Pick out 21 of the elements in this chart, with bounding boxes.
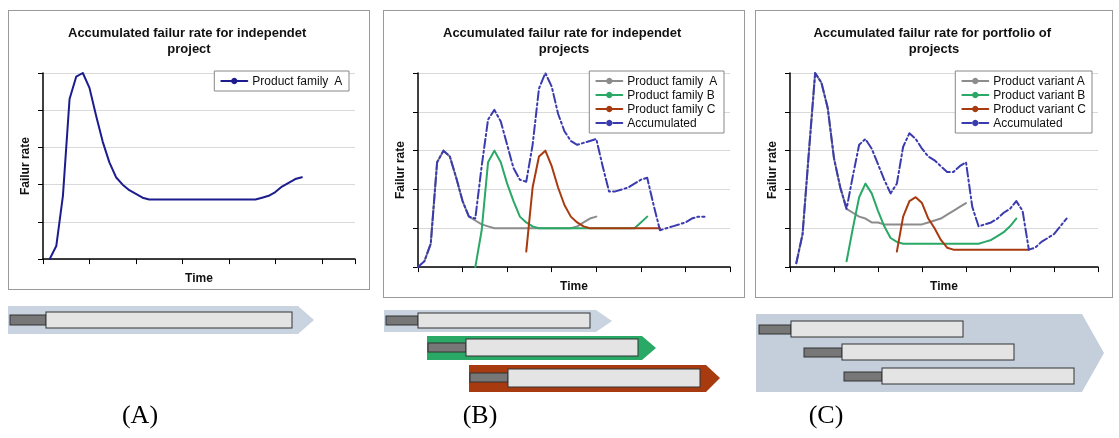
legend-label: Product family C — [627, 102, 716, 116]
legend-label: Product family A — [627, 74, 718, 88]
legend-label: Product variant A — [993, 74, 1085, 88]
x-axis-title: Time — [185, 271, 214, 285]
chart-title: Accumulated failur rate for independet project — [68, 24, 310, 56]
legend-label: Accumulated — [627, 116, 697, 130]
legend-label: Product variant B — [993, 88, 1086, 102]
y-axis-title: Failur rate — [765, 140, 779, 200]
chart-title: Accumulated failur rate for independet projects — [443, 24, 685, 56]
text: (A) — [120, 400, 160, 430]
x-axis-title: Time — [560, 279, 589, 293]
y-axis-title: Failur rate — [393, 140, 407, 200]
x-axis-title: Time — [930, 279, 959, 293]
legend-label: Product family A — [252, 74, 343, 88]
chart-title: Accumulated failur rate for portfolio of projects — [813, 24, 1055, 56]
text: (C) — [807, 400, 845, 430]
legend-label: Product family B — [627, 88, 715, 102]
legend-label: Product variant C — [993, 102, 1087, 116]
text: (B) — [461, 400, 499, 430]
y-axis-title: Failur rate — [18, 136, 32, 196]
legend-label: Accumulated — [993, 116, 1063, 130]
